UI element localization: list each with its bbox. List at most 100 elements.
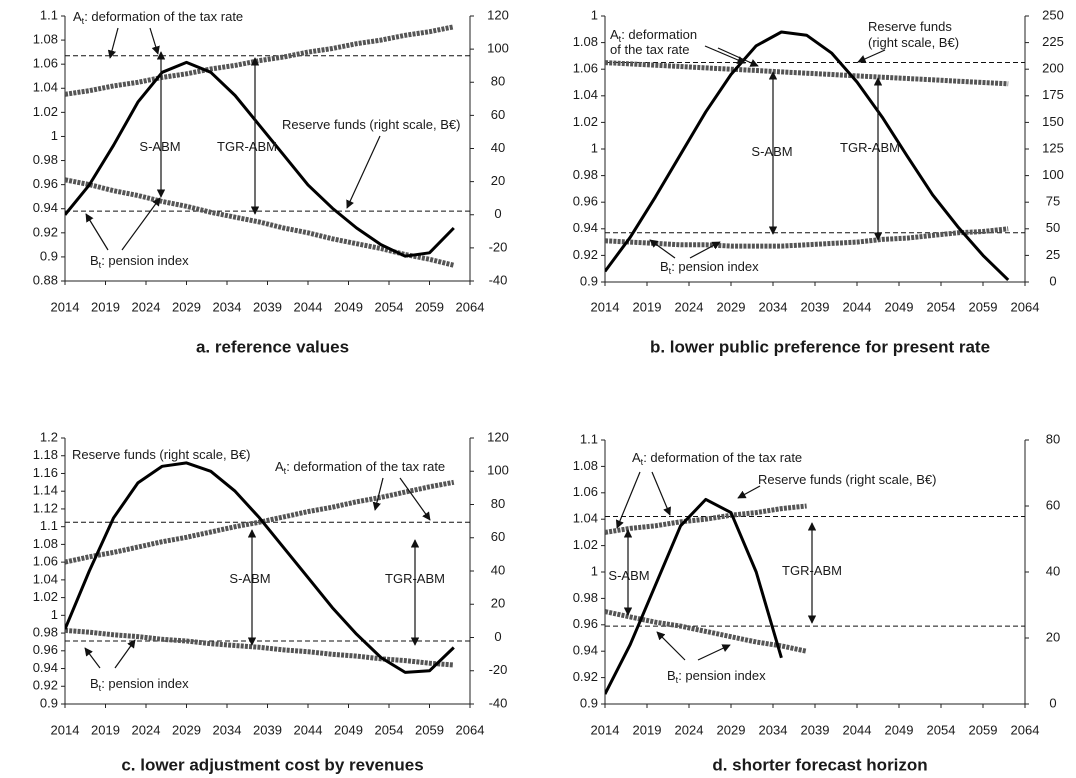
- pointer-arrow: [121, 197, 161, 251]
- y2-tick-label: 100: [1042, 167, 1064, 182]
- y2-tick-label: 0: [1049, 695, 1056, 710]
- x-tick-label: 2029: [717, 722, 746, 737]
- y-tick-label: 1.04: [33, 571, 58, 586]
- y2-tick-label: 60: [491, 529, 505, 544]
- y-tick-label: 0.92: [573, 247, 598, 262]
- y2-tick-label: 100: [487, 41, 509, 56]
- annotation-subscript: t: [82, 16, 85, 26]
- annotation-text: Reserve funds (right scale, B€): [758, 472, 936, 487]
- annotation: Reserve funds (right scale, B€): [282, 117, 460, 132]
- y-tick-label: 1.06: [573, 61, 598, 76]
- annotation-symbol: A: [632, 450, 641, 465]
- index-line: [605, 609, 808, 654]
- annotation-symbol: A: [73, 9, 82, 24]
- annotation: Bt: pension index: [90, 676, 189, 693]
- annotation-text: Reserve funds (right scale, B€): [72, 447, 250, 462]
- annotation: At: deformation of the tax rate: [275, 459, 445, 476]
- annotation: Bt: pension index: [660, 259, 759, 276]
- x-tick-label: 2054: [927, 722, 956, 737]
- annotation: Bt: pension index: [667, 668, 766, 685]
- y-tick-label: 1.1: [580, 431, 598, 446]
- annotation: of the tax rate: [610, 42, 690, 57]
- index-line: [65, 627, 454, 668]
- y-tick-label: 1.12: [33, 500, 58, 515]
- pointer-arrow: [737, 485, 761, 499]
- x-tick-label: 2014: [591, 722, 620, 737]
- annotation-text: S-ABM: [751, 144, 792, 159]
- annotation: Reserve funds: [868, 19, 952, 34]
- x-tick-label: 2039: [801, 722, 830, 737]
- x-tick-label: 2049: [334, 299, 363, 314]
- y-tick-label: 0.94: [33, 660, 58, 675]
- pointer-arrow: [651, 471, 671, 516]
- x-tick-label: 2039: [253, 722, 282, 737]
- annotation-text: Reserve funds: [868, 19, 952, 34]
- y2-tick-label: -40: [489, 272, 508, 287]
- annotation-symbol: B: [90, 676, 99, 691]
- y-tick-label: 1.08: [573, 458, 598, 473]
- y-tick-label: 1.06: [33, 554, 58, 569]
- annotation-text: of the tax rate: [610, 42, 690, 57]
- y-tick-label: 0.9: [580, 273, 598, 288]
- y-tick-label: 0.92: [573, 669, 598, 684]
- y2-tick-label: 40: [491, 562, 505, 577]
- y-tick-label: 1: [591, 563, 598, 578]
- y-tick-label: 0.96: [573, 194, 598, 209]
- x-tick-label: 2039: [253, 299, 282, 314]
- y-tick-label: 0.94: [573, 643, 598, 658]
- x-tick-label: 2034: [759, 722, 788, 737]
- annotation: Reserve funds (right scale, B€): [758, 472, 936, 487]
- annotation-text: Reserve funds (right scale, B€): [282, 117, 460, 132]
- y2-tick-label: 40: [491, 140, 505, 155]
- annotation-text: S-ABM: [608, 568, 649, 583]
- x-tick-label: 2019: [91, 722, 120, 737]
- y2-tick-label: -20: [489, 239, 508, 254]
- annotation-text: : pension index: [678, 668, 766, 683]
- y-tick-label: 0.88: [33, 272, 58, 287]
- y2-tick-label: 250: [1042, 7, 1064, 22]
- pointer-arrow: [84, 647, 101, 669]
- panel: 0.9 0.92 0.94 0.96 0.98 1 1.02 1.04 1.06 1.08 1.1 0…: [573, 431, 1061, 774]
- x-tick-label: 2024: [132, 299, 161, 314]
- x-tick-label: 2044: [294, 299, 323, 314]
- y2-tick-label: 40: [1046, 563, 1060, 578]
- annotation-text: : pension index: [101, 676, 189, 691]
- annotation-text: : pension index: [101, 253, 189, 268]
- y-tick-label: 1.14: [33, 483, 58, 498]
- y-tick-label: 0.94: [33, 200, 58, 215]
- y2-tick-label: 60: [491, 107, 505, 122]
- y-tick-label: 1.08: [573, 34, 598, 49]
- y-tick-label: 1.04: [573, 87, 598, 102]
- x-tick-label: 2059: [415, 299, 444, 314]
- y-tick-label: 1.04: [33, 80, 58, 95]
- y-tick-label: 1.04: [573, 511, 598, 526]
- y-tick-label: 1: [51, 607, 58, 622]
- annotation: Reserve funds (right scale, B€): [72, 447, 250, 462]
- x-tick-label: 2064: [1011, 299, 1040, 314]
- y-tick-label: 1.06: [33, 56, 58, 71]
- y2-tick-label: 60: [1046, 497, 1060, 512]
- annotation: At: deformation of the tax rate: [73, 9, 243, 26]
- pointer-arrow: [346, 135, 381, 209]
- y-tick-label: 1.18: [33, 447, 58, 462]
- y-tick-label: 0.9: [40, 248, 58, 263]
- x-tick-label: 2034: [213, 722, 242, 737]
- x-tick-label: 2054: [375, 299, 404, 314]
- y2-tick-label: 200: [1042, 61, 1064, 76]
- y-tick-label: 0.98: [573, 590, 598, 605]
- index-line: [65, 479, 455, 565]
- y-tick-label: 0.98: [573, 167, 598, 182]
- y2-tick-label: 80: [1046, 431, 1060, 446]
- index-line: [605, 503, 807, 535]
- annotation-text: S-ABM: [139, 139, 180, 154]
- annotation-text: : deformation of the tax rate: [84, 9, 243, 24]
- index-line: [65, 177, 455, 268]
- annotation-text: : deformation of the tax rate: [286, 459, 445, 474]
- panel-caption: d. shorter forecast horizon: [712, 755, 927, 774]
- annotation-symbol: B: [660, 259, 669, 274]
- annotation-text: : deformation: [621, 27, 697, 42]
- y-tick-label: 0.98: [33, 152, 58, 167]
- annotation: At: deformation of the tax rate: [632, 450, 802, 467]
- pointer-arrow: [857, 49, 886, 63]
- x-tick-label: 2024: [675, 722, 704, 737]
